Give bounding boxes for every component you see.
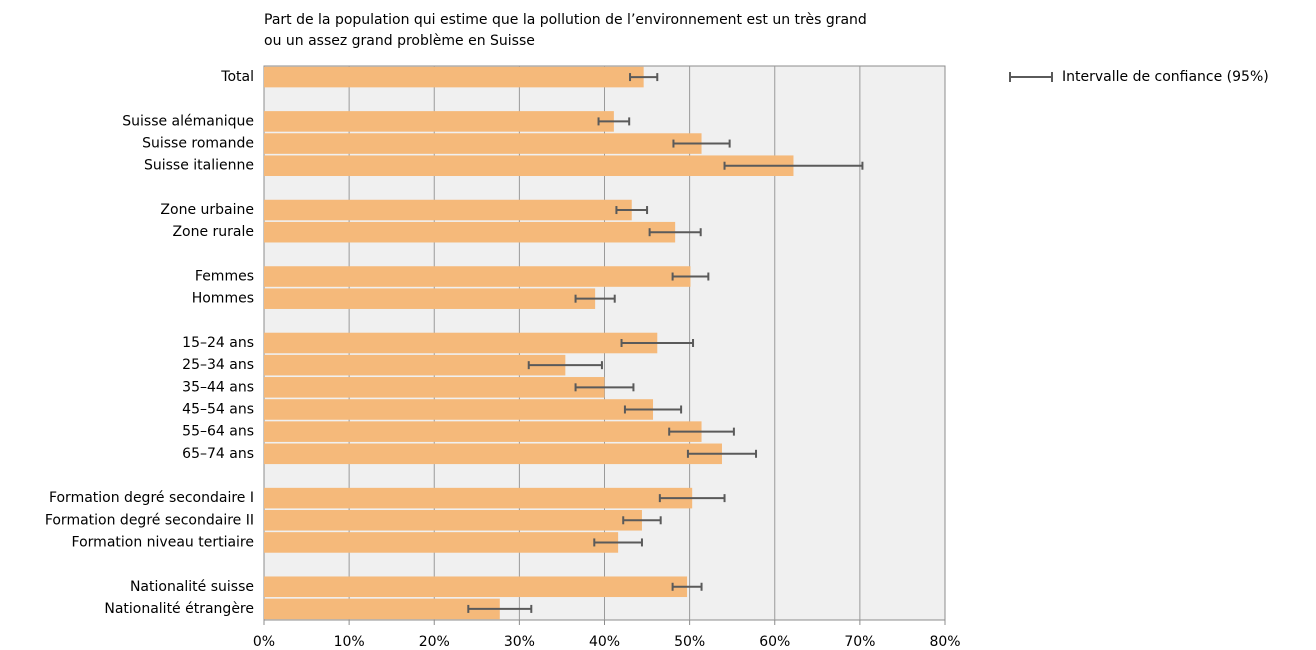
x-tick-label: 50%: [674, 634, 705, 650]
y-tick-label: Formation degré secondaire I: [49, 490, 254, 506]
bar: [264, 111, 614, 132]
legend-label: Intervalle de confiance (95%): [1062, 69, 1269, 85]
x-tick-label: 30%: [504, 634, 535, 650]
bar: [264, 354, 566, 376]
y-tick-label: Formation niveau tertiaire: [72, 534, 254, 550]
y-tick-label: 15–24 ans: [182, 335, 254, 351]
x-tick-label: 0%: [253, 634, 275, 650]
y-tick-label: 55–64 ans: [182, 424, 254, 440]
bar: [264, 155, 794, 176]
y-tick-label: Hommes: [192, 291, 254, 307]
chart-title: Part de la population qui estime que la …: [264, 12, 867, 28]
error-bar: [686, 449, 758, 458]
error-bar: [629, 73, 659, 82]
error-bar: [574, 383, 635, 392]
bar: [264, 377, 605, 398]
x-tick-label: 10%: [334, 634, 365, 650]
y-tick-label: Suisse romande: [142, 136, 254, 152]
error-bar: [648, 228, 702, 237]
bar: [264, 399, 654, 420]
chart-title: ou un assez grand problème en Suisse: [264, 33, 535, 49]
x-tick-label: 80%: [929, 634, 960, 650]
bar: [264, 532, 619, 553]
y-tick-label: Zone rurale: [172, 224, 254, 240]
bar: [264, 266, 691, 287]
error-bar: [615, 206, 649, 215]
y-tick-label: Suisse italienne: [144, 158, 254, 174]
y-tick-label: Femmes: [195, 269, 254, 285]
error-bar: [574, 294, 616, 303]
bar: [264, 443, 722, 465]
x-tick-label: 20%: [419, 634, 450, 650]
y-tick-label: 25–34 ans: [182, 357, 254, 373]
error-bar: [671, 272, 710, 281]
x-tick-label: 40%: [589, 634, 620, 650]
error-bar: [620, 339, 695, 347]
x-tick-label: 70%: [844, 634, 875, 650]
x-tick-label: 60%: [759, 634, 790, 650]
y-tick-label: Nationalité étrangère: [104, 601, 254, 617]
y-tick-label: Total: [220, 69, 254, 85]
bar: [264, 221, 676, 243]
bar: [264, 576, 688, 598]
error-bar: [467, 604, 533, 613]
error-bar: [672, 139, 731, 148]
error-bar: [658, 494, 726, 503]
error-bar: [671, 582, 703, 591]
y-tick-label: Suisse alémanique: [122, 113, 254, 129]
y-tick-label: Zone urbaine: [160, 202, 254, 218]
error-bar: [623, 405, 683, 414]
y-tick-label: 35–44 ans: [182, 379, 254, 395]
bar: [264, 598, 500, 620]
bar: [264, 133, 702, 154]
error-bar: [622, 516, 662, 525]
y-tick-label: Nationalité suisse: [130, 579, 254, 595]
y-tick-label: 65–74 ans: [182, 446, 254, 462]
error-bar: [723, 161, 864, 170]
bar: [264, 288, 596, 309]
error-bar: [597, 117, 631, 126]
bar: [264, 332, 658, 354]
bar: [264, 487, 693, 509]
bar: [264, 421, 702, 442]
bar: [264, 66, 644, 88]
y-tick-label: 45–54 ans: [182, 401, 254, 417]
error-bar: [593, 538, 643, 547]
error-bar: [668, 427, 735, 436]
bar: [264, 510, 642, 531]
y-tick-label: Formation degré secondaire II: [45, 512, 254, 528]
error-bar: [527, 361, 603, 370]
bar: [264, 199, 632, 221]
